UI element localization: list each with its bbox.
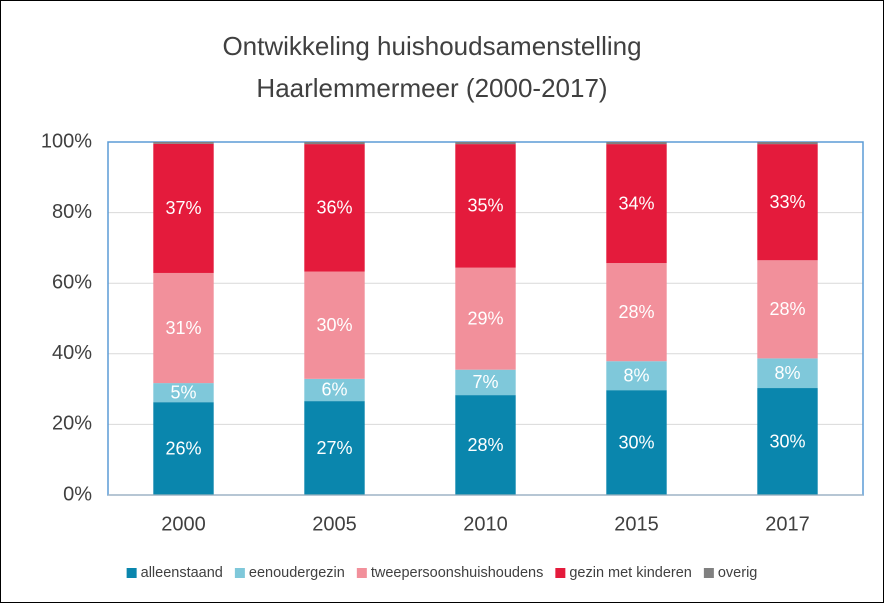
x-tick-label: 2015 — [614, 513, 659, 535]
data-label: 5% — [170, 382, 196, 402]
chart-title: Ontwikkeling huishoudsamenstelling — [222, 31, 641, 61]
bar-segment — [304, 271, 365, 379]
data-label: 7% — [472, 372, 498, 392]
data-label: 34% — [618, 193, 654, 213]
bar-segment — [153, 143, 214, 273]
bar-segment — [153, 383, 214, 403]
bar-segment — [153, 142, 214, 144]
y-tick-label: 60% — [52, 271, 92, 293]
legend-swatch — [234, 568, 245, 578]
legend-label: tweepersoonshuishoudens — [371, 565, 544, 581]
data-label: 36% — [316, 198, 352, 218]
data-label: 31% — [165, 318, 201, 338]
bar-segment — [304, 401, 365, 495]
legend-label: gezin met kinderen — [569, 565, 692, 581]
bar-segment — [455, 144, 516, 268]
y-tick-label: 80% — [52, 201, 92, 223]
bar-segment — [606, 144, 667, 264]
bar-segment — [757, 388, 818, 495]
bar-segment — [757, 260, 818, 359]
bar-segment — [455, 369, 516, 396]
data-label: 30% — [769, 431, 805, 451]
x-tick-label: 2000 — [161, 513, 206, 535]
chart-title: Haarlemmermeer (2000-2017) — [256, 73, 607, 103]
bar-segment — [304, 378, 365, 402]
y-tick-label: 100% — [41, 130, 92, 152]
legend-label: eenoudergezin — [249, 565, 345, 581]
data-label: 29% — [467, 308, 503, 328]
bar-segment — [153, 402, 214, 495]
bar-segment — [606, 390, 667, 495]
data-label: 8% — [623, 365, 649, 385]
bar-segment — [757, 142, 818, 145]
bar-segment — [606, 142, 667, 145]
bar-segment — [757, 358, 818, 389]
bar-segment — [153, 272, 214, 384]
data-label: 35% — [467, 196, 503, 216]
bar-segment — [757, 144, 818, 261]
y-tick-label: 40% — [52, 342, 92, 364]
bar-segment — [606, 361, 667, 391]
legend-swatch — [555, 568, 566, 578]
bar-segment — [455, 267, 516, 370]
data-label: 28% — [769, 299, 805, 319]
legend-label: overig — [718, 565, 758, 581]
data-label: 6% — [321, 380, 347, 400]
bar-segment — [455, 395, 516, 495]
data-label: 26% — [165, 438, 201, 458]
legend-swatch — [356, 568, 367, 578]
data-label: 30% — [618, 432, 654, 452]
legend-swatch — [126, 568, 137, 578]
legend-swatch — [703, 568, 714, 578]
bar-segment — [304, 144, 365, 272]
data-label: 30% — [316, 315, 352, 335]
legend-label: alleenstaand — [141, 565, 223, 581]
x-tick-label: 2017 — [765, 513, 810, 535]
data-label: 37% — [165, 198, 201, 218]
x-tick-label: 2010 — [463, 513, 508, 535]
x-tick-label: 2005 — [312, 513, 357, 535]
data-label: 28% — [467, 435, 503, 455]
data-label: 28% — [618, 302, 654, 322]
y-tick-label: 0% — [63, 483, 92, 505]
bar-segment — [606, 263, 667, 362]
y-tick-label: 20% — [52, 413, 92, 435]
data-label: 27% — [316, 438, 352, 458]
bar-segment — [304, 142, 365, 145]
bar-segment — [455, 142, 516, 145]
data-label: 33% — [769, 192, 805, 212]
data-label: 8% — [774, 363, 800, 383]
